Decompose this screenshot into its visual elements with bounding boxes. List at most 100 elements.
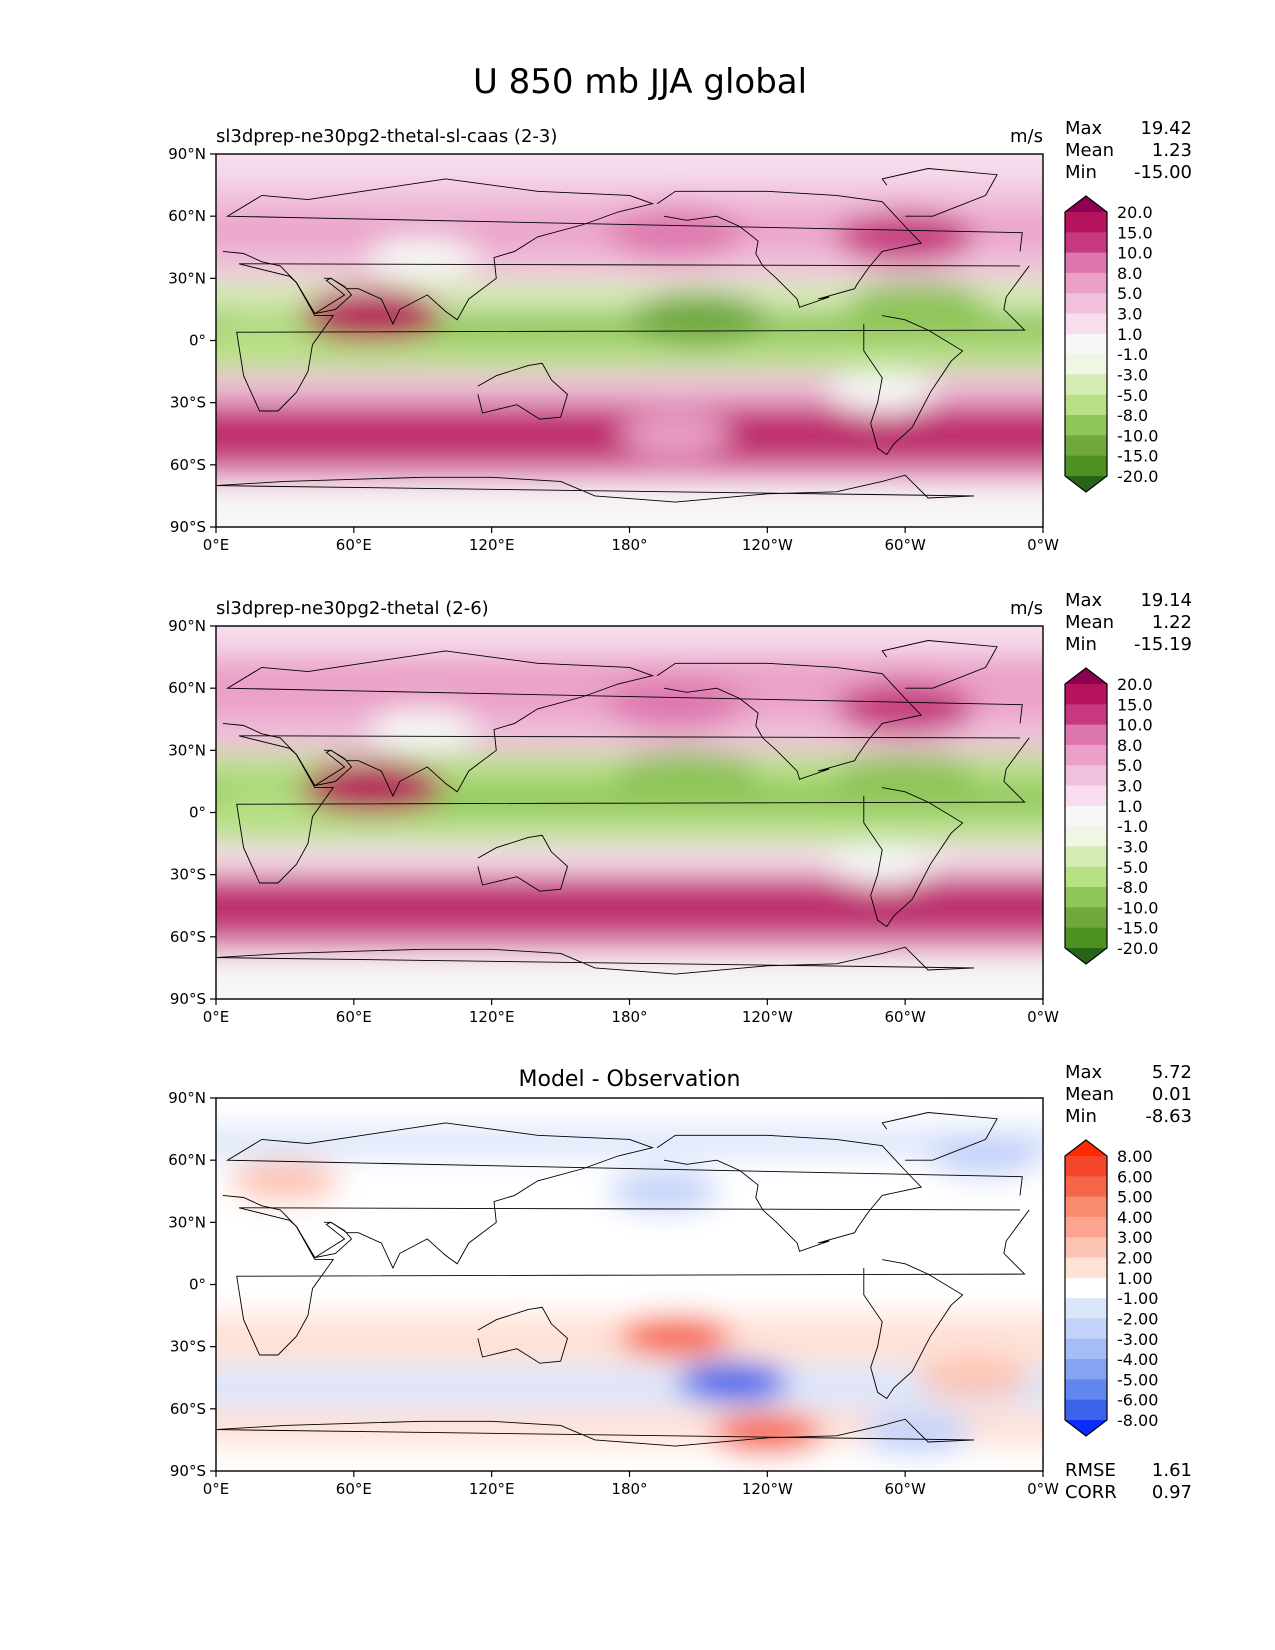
colorbar-tick-label: 1.0 — [1117, 325, 1142, 344]
field-anomaly — [835, 682, 976, 735]
x-tick-label: 120°E — [469, 1480, 515, 1498]
stat-label: Max — [1065, 1062, 1103, 1083]
colorbar-tick-label: 8.0 — [1117, 736, 1142, 755]
stat-value: 19.42 — [1140, 118, 1192, 139]
field-anomaly — [711, 1412, 824, 1455]
colorbar-segment — [1065, 1156, 1107, 1177]
coastline — [222, 1122, 1023, 1269]
colorbar-tick-label: -3.00 — [1117, 1330, 1158, 1349]
colorbar-tick-label: -1.0 — [1117, 345, 1148, 364]
stat-label: Min — [1065, 634, 1097, 655]
field-anomaly — [826, 371, 939, 414]
x-tick-label: 60°E — [336, 536, 372, 554]
colorbar-tick-label: -10.0 — [1117, 898, 1158, 917]
field-band — [216, 1365, 1043, 1409]
field-layer — [216, 626, 1043, 999]
x-tick-label: 180° — [611, 1008, 647, 1026]
colorbar-tick-label: 1.0 — [1117, 797, 1142, 816]
stat-label: Min — [1065, 1106, 1097, 1127]
colorbar-segment — [1065, 354, 1107, 376]
colorbar-segment — [1065, 1298, 1107, 1320]
colorbar-tick-label: 15.0 — [1117, 695, 1153, 714]
field-band — [216, 1230, 1043, 1314]
field-layer — [216, 154, 1043, 527]
colorbar-segment — [1065, 212, 1107, 233]
field-anomaly — [607, 1170, 720, 1213]
x-tick-label: 0°E — [203, 536, 230, 554]
y-tick-label: 90°N — [168, 617, 206, 635]
colorbar-tick-label: 2.00 — [1117, 1249, 1153, 1268]
y-tick-label: 60°N — [168, 207, 206, 225]
colorbar-tick-label: 4.00 — [1117, 1208, 1153, 1227]
x-tick-label: 60°E — [336, 1480, 372, 1498]
colorbar-tick-label: 10.0 — [1117, 716, 1153, 735]
stat-value: 1.61 — [1152, 1460, 1192, 1481]
colorbar-tick-label: -20.0 — [1117, 467, 1158, 486]
coastline — [296, 277, 353, 315]
colorbar-tick-label: 5.0 — [1117, 284, 1142, 303]
coastlines — [216, 168, 1030, 503]
field-anomaly — [228, 1160, 341, 1202]
field-anomaly — [366, 236, 479, 279]
colorbar-extend-top — [1065, 668, 1107, 684]
colorbar-tick-label: -3.0 — [1117, 365, 1148, 384]
y-tick-label: 60°S — [170, 1400, 206, 1418]
colorbar-tick-label: 5.00 — [1117, 1188, 1153, 1207]
colorbar-segment — [1065, 866, 1107, 888]
y-tick-label: 60°S — [170, 928, 206, 946]
colorbar-extend-bottom — [1065, 948, 1107, 964]
colorbar-tick-label: 6.00 — [1117, 1167, 1153, 1186]
colorbar-segment — [1065, 333, 1107, 355]
coastline — [881, 168, 998, 217]
stat-label: RMSE — [1065, 1460, 1116, 1481]
x-tick-label: 60°E — [336, 1008, 372, 1026]
colorbar-segment — [1065, 1379, 1107, 1401]
coastline — [656, 662, 923, 780]
colorbar-segment — [1065, 1338, 1107, 1360]
colorbar-segment — [1065, 313, 1107, 335]
field-anomaly — [929, 1135, 1042, 1177]
stat-value: 1.22 — [1152, 612, 1192, 633]
stat-value: 19.14 — [1140, 590, 1192, 611]
colorbar-tick-label: -8.0 — [1117, 878, 1148, 897]
colorbar-tick-label: -5.00 — [1117, 1370, 1158, 1389]
coastline — [656, 1134, 923, 1252]
coastline — [216, 1418, 975, 1447]
y-tick-label: 30°N — [168, 269, 206, 287]
colorbar-extend-bottom — [1065, 1420, 1107, 1436]
x-tick-label: 0°E — [203, 1008, 230, 1026]
field-band — [216, 1098, 1043, 1128]
field-anomaly — [628, 293, 769, 346]
stat-label: Mean — [1065, 1084, 1114, 1105]
colorbar-segment — [1065, 455, 1107, 477]
y-tick-label: 0° — [189, 1276, 206, 1294]
coastlines — [216, 1112, 1030, 1447]
coastline — [477, 362, 569, 420]
x-tick-label: 120°E — [469, 536, 515, 554]
colorbar-tick-label: -5.0 — [1117, 858, 1148, 877]
colorbar-outline — [1064, 667, 1108, 965]
field-band — [216, 928, 1043, 954]
colorbar-tick-label: 3.00 — [1117, 1228, 1153, 1247]
colorbar-segment — [1065, 704, 1107, 726]
panel-title: sl3dprep-ne30pg2-thetal (2-6) — [216, 598, 489, 619]
field-band — [216, 953, 1043, 979]
colorbar-segment — [1065, 252, 1107, 274]
chart-panel-2: 0°E 60°E 120°E 180° 120°W 60°W 0°W 90°N 60°N 30°N… — [168, 590, 1192, 1026]
colorbar-outline — [1064, 1139, 1108, 1437]
colorbar-extend-top — [1065, 196, 1107, 212]
stat-value: 0.97 — [1152, 1482, 1192, 1503]
y-tick-label: 30°S — [170, 1338, 206, 1356]
field-band — [216, 812, 1043, 844]
colorbar-tick-label: -10.0 — [1117, 426, 1158, 445]
field-anomaly — [216, 319, 318, 362]
y-tick-label: 30°S — [170, 866, 206, 884]
colorbar-segment — [1065, 805, 1107, 827]
colorbar-tick-label: 10.0 — [1117, 244, 1153, 263]
colorbar-tick-label: -6.00 — [1117, 1391, 1158, 1410]
colorbar-tick-label: 20.0 — [1117, 203, 1153, 222]
colorbar-tick-label: 3.0 — [1117, 305, 1142, 324]
field-anomaly — [918, 1356, 1031, 1399]
y-tick-label: 90°S — [170, 1462, 206, 1480]
field-anomaly — [302, 289, 443, 342]
